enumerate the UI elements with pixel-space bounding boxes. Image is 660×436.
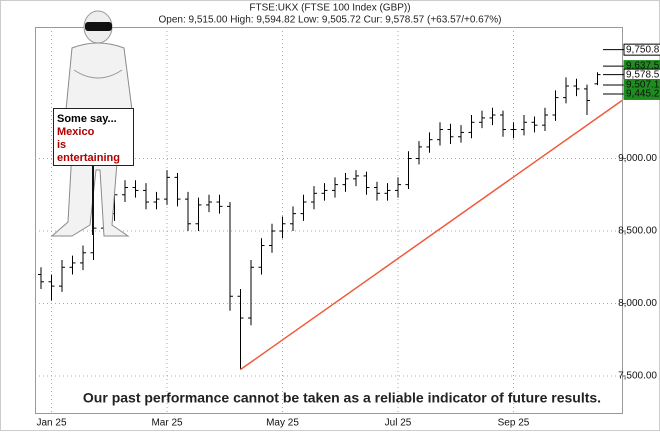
x-tick-label: Jul 25 <box>385 418 412 429</box>
levels: 9,750.8 9,637.59,578.59,507.19,445.2 <box>603 43 660 100</box>
plot-area <box>35 27 623 414</box>
x-tick-label: May 25 <box>266 418 299 429</box>
sign-text: Mexico <box>57 126 95 138</box>
y-tick-label: 8,000.00 <box>618 298 657 309</box>
level-box <box>623 43 660 56</box>
mascot: Some say... Mexico is entertaining <box>50 10 134 237</box>
level-label: 9,578.5 <box>626 69 660 80</box>
x-tick-label: Mar 25 <box>151 418 183 429</box>
level-label: 9,637.5 <box>626 61 660 72</box>
x-tick-label: Jan 25 <box>36 418 66 429</box>
sign-text: is <box>57 139 66 151</box>
trend-line <box>240 99 623 371</box>
sign-text: Some say... <box>57 113 117 125</box>
y-tick-label: 8,500.00 <box>618 226 657 237</box>
sign-text: entertaining <box>57 152 120 164</box>
level-label: 9,750.8 <box>626 44 660 55</box>
level-label: 9,445.2 <box>626 89 660 100</box>
y-tick-label: 9,000.00 <box>618 153 657 164</box>
level-label: 9,507.1 <box>626 80 660 91</box>
chart-subtitle: Open: 9,515.00 High: 9,594.82 Low: 9,505… <box>158 15 501 26</box>
footnote: Our past performance cannot be taken as … <box>83 390 601 406</box>
x-tick-label: Sep 25 <box>498 418 530 429</box>
visor <box>85 22 112 31</box>
sign-board <box>53 108 134 166</box>
level-box <box>623 87 660 100</box>
y-tick-label: 7,500.00 <box>618 371 657 382</box>
arms <box>73 69 123 79</box>
chart-title: FTSE:UKX (FTSE 100 Index (GBP)) <box>249 3 410 14</box>
